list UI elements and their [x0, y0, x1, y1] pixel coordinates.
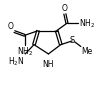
Text: NH$_2$: NH$_2$ — [79, 17, 95, 29]
Text: NH: NH — [43, 60, 54, 69]
Text: Me: Me — [81, 47, 93, 56]
Text: H$_2$N: H$_2$N — [8, 55, 24, 68]
Text: O: O — [8, 22, 13, 31]
Text: S: S — [70, 36, 75, 45]
Text: NH$_2$: NH$_2$ — [17, 46, 33, 58]
Text: O: O — [62, 4, 68, 13]
